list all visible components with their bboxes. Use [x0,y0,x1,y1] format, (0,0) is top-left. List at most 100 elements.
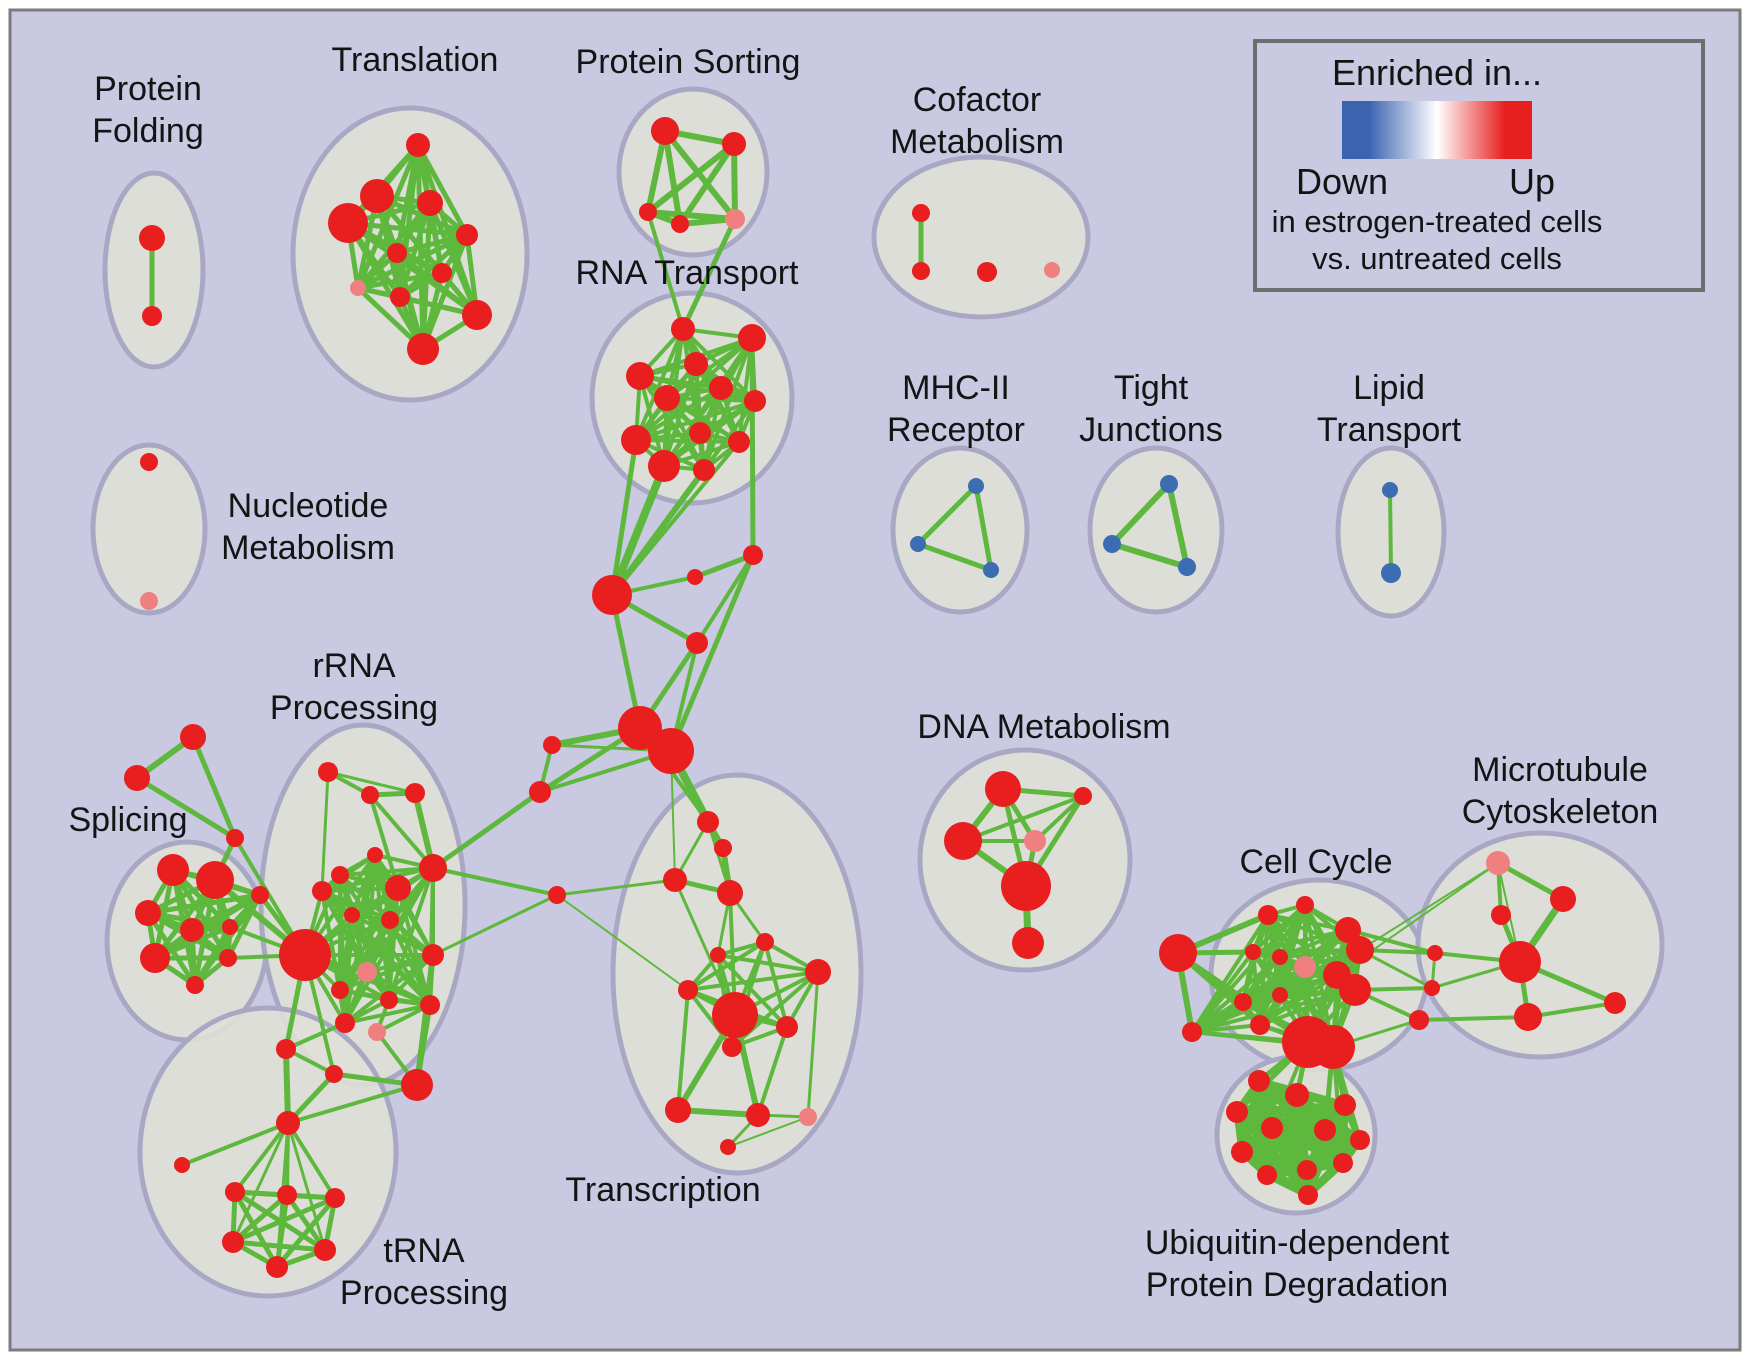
node-CO1[interactable] [912,204,930,222]
node-MT8[interactable] [1604,992,1626,1014]
node-R5[interactable] [419,854,447,882]
node-SP3[interactable] [135,900,161,926]
node-R4[interactable] [367,847,383,863]
node-TL10[interactable] [462,300,492,330]
node-U7[interactable] [1350,1130,1370,1150]
node-ST2[interactable] [124,765,150,791]
node-TL2[interactable] [360,179,394,213]
node-N2[interactable] [738,324,766,352]
node-DM1[interactable] [985,771,1021,807]
node-DM4[interactable] [1024,830,1046,852]
node-CO2[interactable] [912,262,930,280]
node-R2[interactable] [361,786,379,804]
node-R20[interactable] [401,1069,433,1101]
node-N3[interactable] [626,362,654,390]
node-SP6[interactable] [251,886,269,904]
node-TP1[interactable] [225,1182,245,1202]
node-N8[interactable] [621,425,651,455]
node-CC5[interactable] [1245,944,1261,960]
node-TR4[interactable] [717,880,743,906]
node-TL6[interactable] [387,243,407,263]
node-SP1[interactable] [157,854,189,886]
node-TP2[interactable] [277,1185,297,1205]
node-R16[interactable] [420,995,440,1015]
node-CO4[interactable] [1044,262,1060,278]
node-U2[interactable] [1285,1083,1309,1107]
node-MT3[interactable] [1491,905,1511,925]
node-MT1[interactable] [1486,851,1510,875]
node-B2[interactable] [687,569,703,585]
node-PS1[interactable] [651,117,679,145]
node-N4[interactable] [684,352,708,376]
node-N1[interactable] [671,317,695,341]
node-NM1[interactable] [140,453,158,471]
node-TL3[interactable] [417,190,443,216]
node-SP7[interactable] [140,943,170,973]
node-C2[interactable] [529,781,551,803]
node-SP2[interactable] [196,861,234,899]
node-PS3[interactable] [639,203,657,221]
node-TPh[interactable] [276,1111,300,1135]
node-N12[interactable] [693,459,715,481]
node-TL9[interactable] [390,287,410,307]
node-DM6[interactable] [1012,927,1044,959]
node-TPi[interactable] [174,1157,190,1173]
node-MT4[interactable] [1499,941,1541,983]
node-TL7[interactable] [432,263,452,283]
node-U6[interactable] [1314,1119,1336,1141]
node-TL11[interactable] [407,333,439,365]
node-MH2[interactable] [910,536,926,552]
node-ST3[interactable] [226,829,244,847]
node-TL4[interactable] [328,203,368,243]
node-R9[interactable] [381,911,399,929]
node-SP5[interactable] [222,919,238,935]
node-TR1[interactable] [697,811,719,833]
node-CC15[interactable] [1311,1025,1355,1069]
node-U1[interactable] [1248,1070,1270,1092]
node-R7[interactable] [385,875,411,901]
node-MT7[interactable] [1514,1003,1542,1031]
node-R1[interactable] [318,762,338,782]
node-LP2[interactable] [1381,563,1401,583]
node-TR12[interactable] [665,1097,691,1123]
node-PF1[interactable] [139,225,165,251]
node-MH3[interactable] [983,562,999,578]
node-TR11[interactable] [722,1037,742,1057]
node-CC4[interactable] [1346,936,1374,964]
node-B3b[interactable] [686,632,708,654]
node-DM5[interactable] [1001,861,1051,911]
node-CO3[interactable] [977,262,997,282]
node-TR9[interactable] [712,992,758,1038]
node-R10[interactable] [344,907,360,923]
node-R8[interactable] [312,881,332,901]
node-TP3[interactable] [325,1188,345,1208]
node-CC13[interactable] [1250,1015,1270,1035]
node-U12[interactable] [1298,1185,1318,1205]
node-TR2[interactable] [714,839,732,857]
node-CC12[interactable] [1182,1022,1202,1042]
node-R15[interactable] [380,991,398,1009]
node-TL5[interactable] [456,224,478,246]
node-MT5[interactable] [1427,945,1443,961]
node-R18[interactable] [276,1039,296,1059]
node-LP1[interactable] [1382,482,1398,498]
node-MH1[interactable] [968,478,984,494]
node-SP8[interactable] [219,949,237,967]
node-R3[interactable] [405,783,425,803]
node-TR8[interactable] [678,980,698,1000]
node-U8[interactable] [1231,1141,1253,1163]
node-TL1[interactable] [406,133,430,157]
node-R12[interactable] [422,944,444,966]
node-CC7[interactable] [1294,956,1316,978]
node-DM3[interactable] [944,822,982,860]
node-TJ1[interactable] [1160,475,1178,493]
node-MT9[interactable] [1409,1010,1429,1030]
node-TP5[interactable] [314,1239,336,1261]
node-CC9[interactable] [1234,993,1252,1011]
node-TR13[interactable] [746,1103,770,1127]
node-R19[interactable] [325,1065,343,1083]
node-TJ2[interactable] [1103,535,1121,553]
node-CC11[interactable] [1339,974,1371,1006]
node-R6[interactable] [331,866,349,884]
node-CC2[interactable] [1296,896,1314,914]
